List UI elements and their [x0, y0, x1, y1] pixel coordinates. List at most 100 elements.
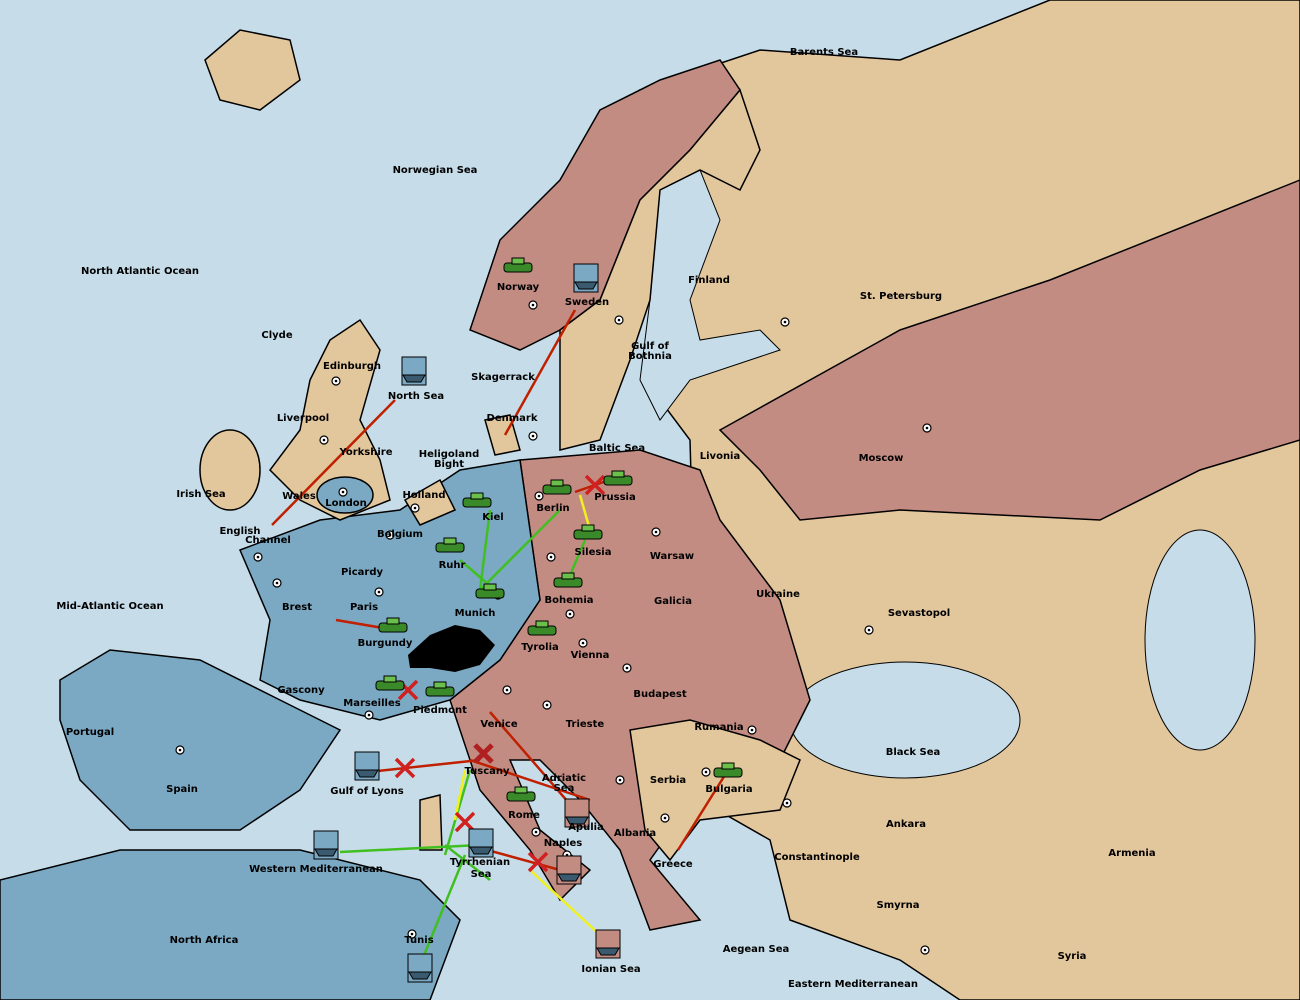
- fleet-ship: [355, 769, 379, 778]
- region-label: Tuscany: [464, 766, 510, 777]
- region-label: Kiel: [482, 512, 503, 523]
- region-label: Berlin: [536, 503, 569, 514]
- britain: [269, 318, 391, 521]
- army-turret: [483, 583, 497, 591]
- order-arrow: [444, 844, 491, 881]
- order-failed: [584, 474, 606, 496]
- order-arrow: [339, 843, 481, 854]
- sardinia: [419, 794, 443, 851]
- iberia: [59, 649, 342, 831]
- region-label: Norway: [497, 282, 540, 293]
- region-label: Piedmont: [413, 705, 467, 716]
- order-arrow: [478, 509, 492, 591]
- supply-center-core: [618, 778, 622, 782]
- supply-center-core: [654, 530, 658, 534]
- order-arrow: [469, 758, 591, 802]
- region-label: Albania: [614, 828, 656, 839]
- order-failed: [454, 811, 476, 833]
- supply-center-core: [367, 713, 371, 717]
- supply-center-core: [531, 303, 535, 307]
- order-arrow: [479, 509, 561, 591]
- region-label: Sea: [554, 783, 575, 794]
- supply-centers: [175, 300, 932, 955]
- region-label: Serbia: [650, 775, 686, 786]
- region-label: Adriatic: [542, 773, 586, 784]
- army-turret: [561, 572, 575, 580]
- region-label: Rome: [508, 810, 540, 821]
- supply-center-core: [505, 688, 509, 692]
- supply-center-core: [334, 379, 338, 383]
- units: [313, 257, 743, 983]
- region-label: Prussia: [594, 492, 635, 503]
- order-arrow: [271, 399, 396, 526]
- region-label: Clyde: [261, 330, 292, 341]
- region-label: Heligoland: [419, 449, 480, 460]
- region-label: Bight: [434, 459, 464, 470]
- supply-center-core: [531, 434, 535, 438]
- supply-center-core: [275, 581, 279, 585]
- region-label: Wales: [282, 491, 316, 502]
- region-label: Silesia: [575, 547, 612, 558]
- army-turret: [511, 257, 525, 265]
- region-label: Tunis: [404, 935, 433, 946]
- region-label: Baltic Sea: [589, 443, 645, 454]
- region-label: Burgundy: [358, 638, 413, 649]
- region-label: Picardy: [341, 567, 384, 578]
- supply-center-core: [704, 770, 708, 774]
- supply-center-core: [341, 490, 345, 494]
- region-label: Sevastopol: [888, 608, 950, 619]
- region-label: Munich: [455, 608, 496, 619]
- region-label: Western Mediterranean: [249, 864, 383, 875]
- region-label: Apulia: [568, 822, 604, 833]
- region-label: North Atlantic Ocean: [81, 266, 199, 277]
- army-turret: [721, 762, 735, 770]
- region-label: Sea: [471, 869, 492, 880]
- supply-center-core: [537, 494, 541, 498]
- supply-center-core: [581, 641, 585, 645]
- region-label: Paris: [350, 602, 378, 613]
- army-turret: [433, 681, 447, 689]
- region-label: St. Petersburg: [860, 291, 942, 302]
- army-turret: [550, 479, 564, 487]
- army-turret: [386, 617, 400, 625]
- caspian-sea: [1144, 529, 1256, 751]
- order-dislodged: [473, 743, 494, 764]
- labels: Barents Sea Norwegian Sea North Atlantic O…: [56, 47, 1155, 990]
- region-label: Sweden: [565, 297, 609, 308]
- region-label: Brest: [282, 602, 312, 613]
- region-label: Bulgaria: [705, 784, 752, 795]
- order-arrow: [418, 854, 467, 966]
- region-label: Aegean Sea: [723, 944, 790, 955]
- region-label: Galicia: [654, 596, 692, 607]
- supply-center-core: [377, 590, 381, 594]
- region-label: Channel: [245, 535, 291, 546]
- region-label: Gulf of Lyons: [330, 786, 403, 797]
- region-label: Gascony: [277, 685, 325, 696]
- region-label: Yorkshire: [339, 447, 393, 458]
- region-label: Naples: [544, 838, 582, 849]
- region-label: Finland: [688, 275, 730, 286]
- region-label: Black Sea: [886, 747, 941, 758]
- supply-center-core: [867, 628, 871, 632]
- region-label: Ukraine: [756, 589, 800, 600]
- region-label: Eastern Mediterranean: [788, 979, 918, 990]
- supply-center-core: [783, 320, 787, 324]
- region-label: Smyrna: [877, 900, 920, 911]
- order-arrow: [503, 309, 577, 436]
- region-label: Constantinople: [774, 852, 860, 863]
- fleet-ship: [557, 873, 581, 882]
- region-label: Moscow: [859, 453, 904, 464]
- gulf-of-bothnia: [639, 169, 781, 421]
- supply-center-core: [410, 932, 414, 936]
- region-label: Norwegian Sea: [393, 165, 478, 176]
- army-turret: [611, 470, 625, 478]
- region-label: London: [325, 498, 367, 509]
- supply-center-core: [663, 816, 667, 820]
- supply-center-core: [925, 426, 929, 430]
- supply-center-core: [178, 748, 182, 752]
- region-label: Venice: [480, 719, 517, 730]
- supply-center-core: [785, 801, 789, 805]
- army-turret: [383, 675, 397, 683]
- region-label: Holland: [402, 490, 445, 501]
